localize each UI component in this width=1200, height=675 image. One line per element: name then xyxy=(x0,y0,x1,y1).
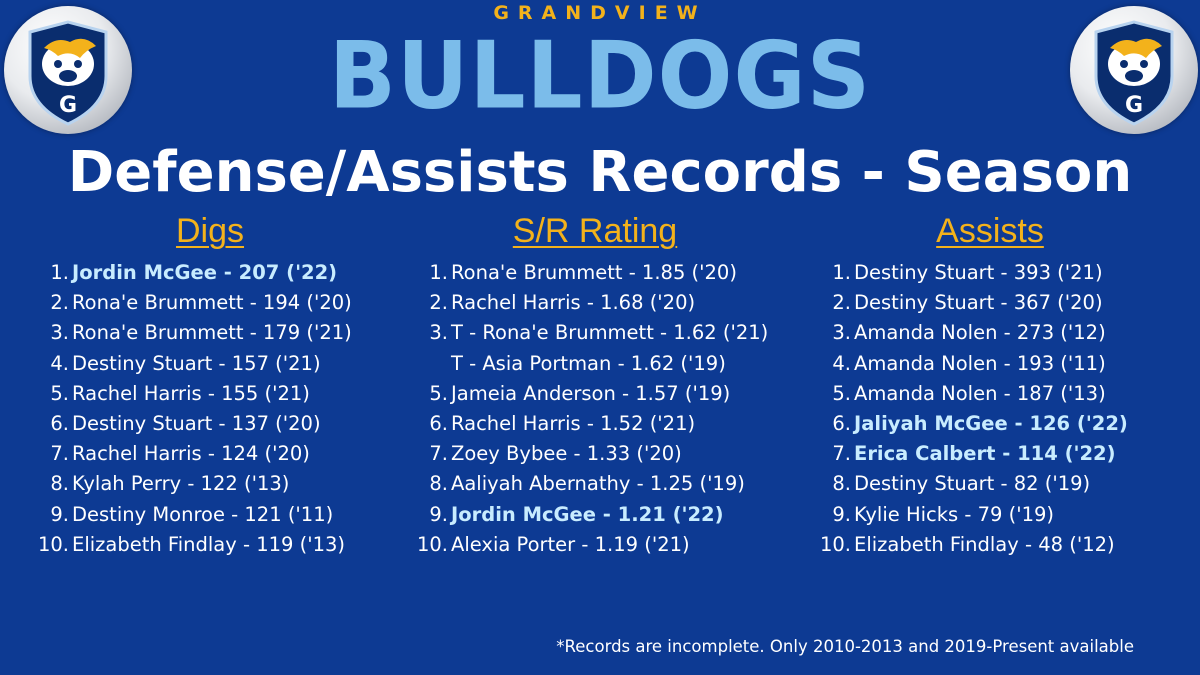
footnote: *Records are incomplete. Only 2010-2013 … xyxy=(556,637,1134,656)
record-text: Jameia Anderson - 1.57 ('19) xyxy=(451,381,731,405)
record-text: Rachel Harris - 155 ('21) xyxy=(72,381,310,405)
rank-number: 5. xyxy=(832,381,851,405)
rank-number: 10. xyxy=(819,532,851,556)
bulldog-logo-right: G xyxy=(1070,6,1198,134)
bulldog-shield-icon: G xyxy=(28,20,108,126)
rank-number: 6. xyxy=(429,411,448,435)
rank-number: 5. xyxy=(429,381,448,405)
bulldog-shield-icon: G xyxy=(1094,20,1174,126)
record-text: Elizabeth Findlay - 119 ('13) xyxy=(72,532,346,556)
rank-number: 6. xyxy=(50,411,69,435)
logo-letter: G xyxy=(1125,93,1143,118)
record-text: Rona'e Brummett - 179 ('21) xyxy=(72,321,352,345)
rank-number: 7. xyxy=(832,442,851,466)
record-text: Rona'e Brummett - 1.85 ('20) xyxy=(451,261,737,284)
rank-number: 3. xyxy=(832,321,851,345)
record-text: Alexia Porter - 1.19 ('21) xyxy=(451,532,690,556)
rank-number: 1. xyxy=(832,261,851,284)
record-text: Destiny Stuart - 82 ('19) xyxy=(854,472,1091,496)
rank-number: 7. xyxy=(429,442,448,466)
rank-number: 8. xyxy=(50,472,69,496)
bulldog-logo-left: G xyxy=(4,6,132,134)
record-text: Rachel Harris - 124 ('20) xyxy=(72,442,310,466)
rank-number: 3. xyxy=(429,321,448,345)
rank-number: 10. xyxy=(416,532,448,556)
rank-number: 1. xyxy=(50,261,69,284)
record-text: Rachel Harris - 1.52 ('21) xyxy=(451,411,696,435)
record-text: Destiny Stuart - 367 ('20) xyxy=(854,291,1103,315)
record-text: Kylie Hicks - 79 ('19) xyxy=(854,502,1055,526)
record-text: Rachel Harris - 1.68 ('20) xyxy=(451,291,696,315)
rank-number: 9. xyxy=(832,502,851,526)
record-text: Rona'e Brummett - 194 ('20) xyxy=(72,291,352,315)
record-text: Kylah Perry - 122 ('13) xyxy=(72,472,290,496)
logo-letter: G xyxy=(59,93,77,118)
record-text: Destiny Stuart - 157 ('21) xyxy=(72,351,321,375)
rank-number: 8. xyxy=(832,472,851,496)
record-text: T - Asia Portman - 1.62 ('19) xyxy=(451,351,726,375)
school-name: GRANDVIEW xyxy=(493,2,707,24)
rank-number: 10. xyxy=(37,532,69,556)
rank-number: 2. xyxy=(50,291,69,315)
record-text: Elizabeth Findlay - 48 ('12) xyxy=(854,532,1115,556)
rank-number: 6. xyxy=(832,411,851,435)
rank-number: 9. xyxy=(429,502,448,526)
record-text: Jaliyah McGee - 126 ('22) xyxy=(854,411,1128,435)
record-text: Aaliyah Abernathy - 1.25 ('19) xyxy=(451,472,745,496)
mascot-wordmark: BULLDOGS xyxy=(328,21,872,130)
record-text: Amanda Nolen - 273 ('12) xyxy=(854,321,1106,345)
record-text: Jordin McGee - 207 ('22) xyxy=(72,261,338,284)
column-heading-assists: Assists xyxy=(936,212,1044,250)
rank-number: 1. xyxy=(429,261,448,284)
record-text: T - Rona'e Brummett - 1.62 ('21) xyxy=(451,321,769,345)
record-text: Destiny Stuart - 393 ('21) xyxy=(854,261,1103,284)
record-text: Zoey Bybee - 1.33 ('20) xyxy=(451,442,682,466)
record-text: Destiny Monroe - 121 ('11) xyxy=(72,502,334,526)
rank-number: 5. xyxy=(50,381,69,405)
rank-number: 8. xyxy=(429,472,448,496)
rank-number: 4. xyxy=(50,351,69,375)
rank-number: 2. xyxy=(832,291,851,315)
record-text: Amanda Nolen - 193 ('11) xyxy=(854,351,1106,375)
record-text: Amanda Nolen - 187 ('13) xyxy=(854,381,1106,405)
record-text: Destiny Stuart - 137 ('20) xyxy=(72,411,321,435)
rank-number: 9. xyxy=(50,502,69,526)
rank-number: 2. xyxy=(429,291,448,315)
rank-number: 7. xyxy=(50,442,69,466)
rank-number: 3. xyxy=(50,321,69,345)
record-text: Erica Calbert - 114 ('22) xyxy=(854,442,1116,466)
rank-number: 4. xyxy=(832,351,851,375)
page-title: Defense/Assists Records - Season xyxy=(67,140,1133,205)
column-heading-digs: Digs xyxy=(175,212,245,250)
column-heading-sr-rating: S/R Rating xyxy=(512,212,678,250)
record-text: Jordin McGee - 1.21 ('22) xyxy=(451,502,724,526)
